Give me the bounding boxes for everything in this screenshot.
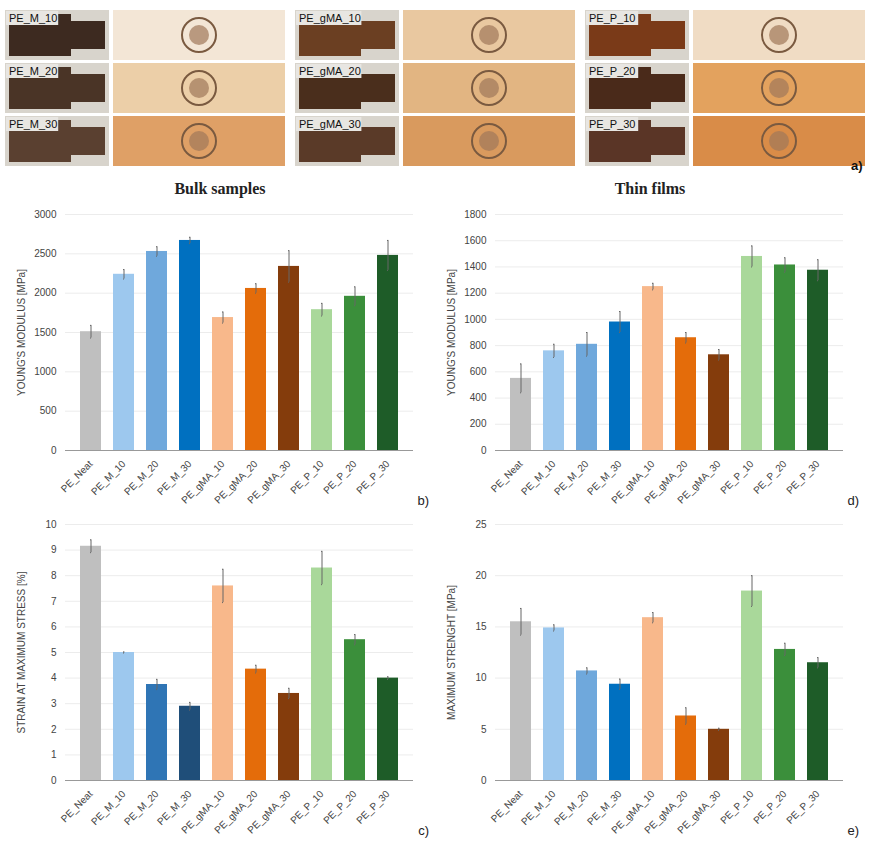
svg-text:PE_P_10: PE_P_10 xyxy=(718,788,756,826)
svg-text:PE_P_20: PE_P_20 xyxy=(321,788,359,826)
svg-text:a): a) xyxy=(851,158,863,173)
svg-text:600: 600 xyxy=(470,366,487,377)
svg-text:PE_M_30: PE_M_30 xyxy=(584,458,624,498)
svg-text:PE_M_10: PE_M_10 xyxy=(519,458,558,497)
svg-text:PE_P_10: PE_P_10 xyxy=(288,788,326,826)
svg-text:PE_P_30: PE_P_30 xyxy=(354,788,392,826)
svg-text:YOUNG'S MODULUS [MPa]: YOUNG'S MODULUS [MPa] xyxy=(16,269,27,396)
svg-text:PE_Neat: PE_Neat xyxy=(488,458,525,495)
svg-text:PE_gMA_30: PE_gMA_30 xyxy=(675,788,723,836)
svg-text:500: 500 xyxy=(40,405,57,416)
svg-text:200: 200 xyxy=(470,418,487,429)
svg-text:1400: 1400 xyxy=(464,261,487,272)
svg-text:0: 0 xyxy=(481,445,487,456)
svg-text:PE_M_10: PE_M_10 xyxy=(519,788,558,827)
svg-text:STRAIN AT MAXIMUM STRESS [%]: STRAIN AT MAXIMUM STRESS [%] xyxy=(16,571,27,733)
svg-text:PE_M_20: PE_M_20 xyxy=(122,458,161,497)
html-text:c): c) xyxy=(418,823,429,838)
svg-text:0: 0 xyxy=(51,775,57,786)
svg-text:PE_gMA_20: PE_gMA_20 xyxy=(299,65,361,77)
svg-text:PE_P_30: PE_P_30 xyxy=(784,788,822,826)
svg-text:PE_M_20: PE_M_20 xyxy=(122,788,161,827)
svg-text:MAXIMUM STRENGHT [MPa]: MAXIMUM STRENGHT [MPa] xyxy=(446,585,457,720)
svg-text:PE_gMA_10: PE_gMA_10 xyxy=(609,458,657,506)
svg-text:1000: 1000 xyxy=(34,366,57,377)
svg-text:1000: 1000 xyxy=(464,314,487,325)
svg-text:10: 10 xyxy=(475,672,487,683)
svg-text:PE_gMA_30: PE_gMA_30 xyxy=(299,118,361,130)
svg-text:1600: 1600 xyxy=(464,235,487,246)
svg-text:800: 800 xyxy=(470,340,487,351)
svg-text:8: 8 xyxy=(51,570,57,581)
svg-text:PE_M_30: PE_M_30 xyxy=(584,788,624,828)
svg-text:PE_gMA_20: PE_gMA_20 xyxy=(642,788,690,836)
svg-text:PE_P_30: PE_P_30 xyxy=(784,458,822,496)
svg-text:PE_Neat: PE_Neat xyxy=(58,788,95,825)
svg-text:PE_Neat: PE_Neat xyxy=(58,458,95,495)
svg-text:PE_M_20: PE_M_20 xyxy=(552,788,591,827)
svg-text:10: 10 xyxy=(45,519,57,530)
html-text:e): e) xyxy=(847,823,859,838)
svg-text:PE_M_10: PE_M_10 xyxy=(9,12,57,24)
svg-text:9: 9 xyxy=(51,544,57,555)
svg-text:PE_M_20: PE_M_20 xyxy=(9,65,57,77)
svg-text:YOUNG'S MODULUS [MPa]: YOUNG'S MODULUS [MPa] xyxy=(446,269,457,396)
svg-text:7: 7 xyxy=(51,596,57,607)
svg-text:0: 0 xyxy=(51,445,57,456)
svg-text:PE_gMA_10: PE_gMA_10 xyxy=(179,788,227,836)
svg-text:PE_M_10: PE_M_10 xyxy=(89,788,128,827)
svg-text:PE_M_20: PE_M_20 xyxy=(552,458,591,497)
svg-text:PE_M_30: PE_M_30 xyxy=(154,458,194,498)
svg-text:PE_gMA_20: PE_gMA_20 xyxy=(212,788,260,836)
html-text:Bulk samples: Bulk samples xyxy=(174,180,266,197)
svg-text:PE_P_20: PE_P_20 xyxy=(751,458,789,496)
html-text:Thin films: Thin films xyxy=(614,180,686,197)
svg-text:PE_P_10: PE_P_10 xyxy=(718,458,756,496)
svg-text:400: 400 xyxy=(470,392,487,403)
svg-text:2: 2 xyxy=(51,724,57,735)
svg-text:1500: 1500 xyxy=(34,327,57,338)
svg-text:PE_gMA_30: PE_gMA_30 xyxy=(245,458,293,506)
svg-text:PE_M_30: PE_M_30 xyxy=(154,788,194,828)
svg-text:25: 25 xyxy=(475,519,487,530)
html-text:d): d) xyxy=(847,493,859,508)
svg-text:PE_P_30: PE_P_30 xyxy=(354,458,392,496)
svg-text:15: 15 xyxy=(475,621,487,632)
svg-text:PE_Neat: PE_Neat xyxy=(488,788,525,825)
svg-text:5: 5 xyxy=(51,647,57,658)
svg-text:PE_P_30: PE_P_30 xyxy=(589,118,635,130)
svg-text:1800: 1800 xyxy=(464,209,487,220)
svg-text:1200: 1200 xyxy=(464,287,487,298)
svg-text:2500: 2500 xyxy=(34,248,57,259)
svg-text:PE_P_20: PE_P_20 xyxy=(589,65,635,77)
svg-text:PE_gMA_10: PE_gMA_10 xyxy=(179,458,227,506)
svg-text:1: 1 xyxy=(51,749,57,760)
svg-text:5: 5 xyxy=(481,724,487,735)
svg-text:20: 20 xyxy=(475,570,487,581)
svg-text:PE_gMA_20: PE_gMA_20 xyxy=(212,458,260,506)
svg-text:PE_P_20: PE_P_20 xyxy=(751,788,789,826)
svg-text:3000: 3000 xyxy=(34,209,57,220)
svg-text:PE_gMA_10: PE_gMA_10 xyxy=(609,788,657,836)
svg-text:0: 0 xyxy=(481,775,487,786)
svg-text:3: 3 xyxy=(51,698,57,709)
svg-text:6: 6 xyxy=(51,621,57,632)
svg-text:PE_gMA_30: PE_gMA_30 xyxy=(245,788,293,836)
svg-text:PE_gMA_10: PE_gMA_10 xyxy=(299,12,361,24)
svg-text:2000: 2000 xyxy=(34,287,57,298)
svg-text:PE_P_10: PE_P_10 xyxy=(589,12,635,24)
svg-text:PE_M_10: PE_M_10 xyxy=(89,458,128,497)
svg-text:PE_M_30: PE_M_30 xyxy=(9,118,57,130)
svg-text:PE_P_10: PE_P_10 xyxy=(288,458,326,496)
svg-text:PE_P_20: PE_P_20 xyxy=(321,458,359,496)
svg-text:4: 4 xyxy=(51,672,57,683)
html-text:b): b) xyxy=(417,493,429,508)
svg-text:PE_gMA_20: PE_gMA_20 xyxy=(642,458,690,506)
svg-text:PE_gMA_30: PE_gMA_30 xyxy=(675,458,723,506)
